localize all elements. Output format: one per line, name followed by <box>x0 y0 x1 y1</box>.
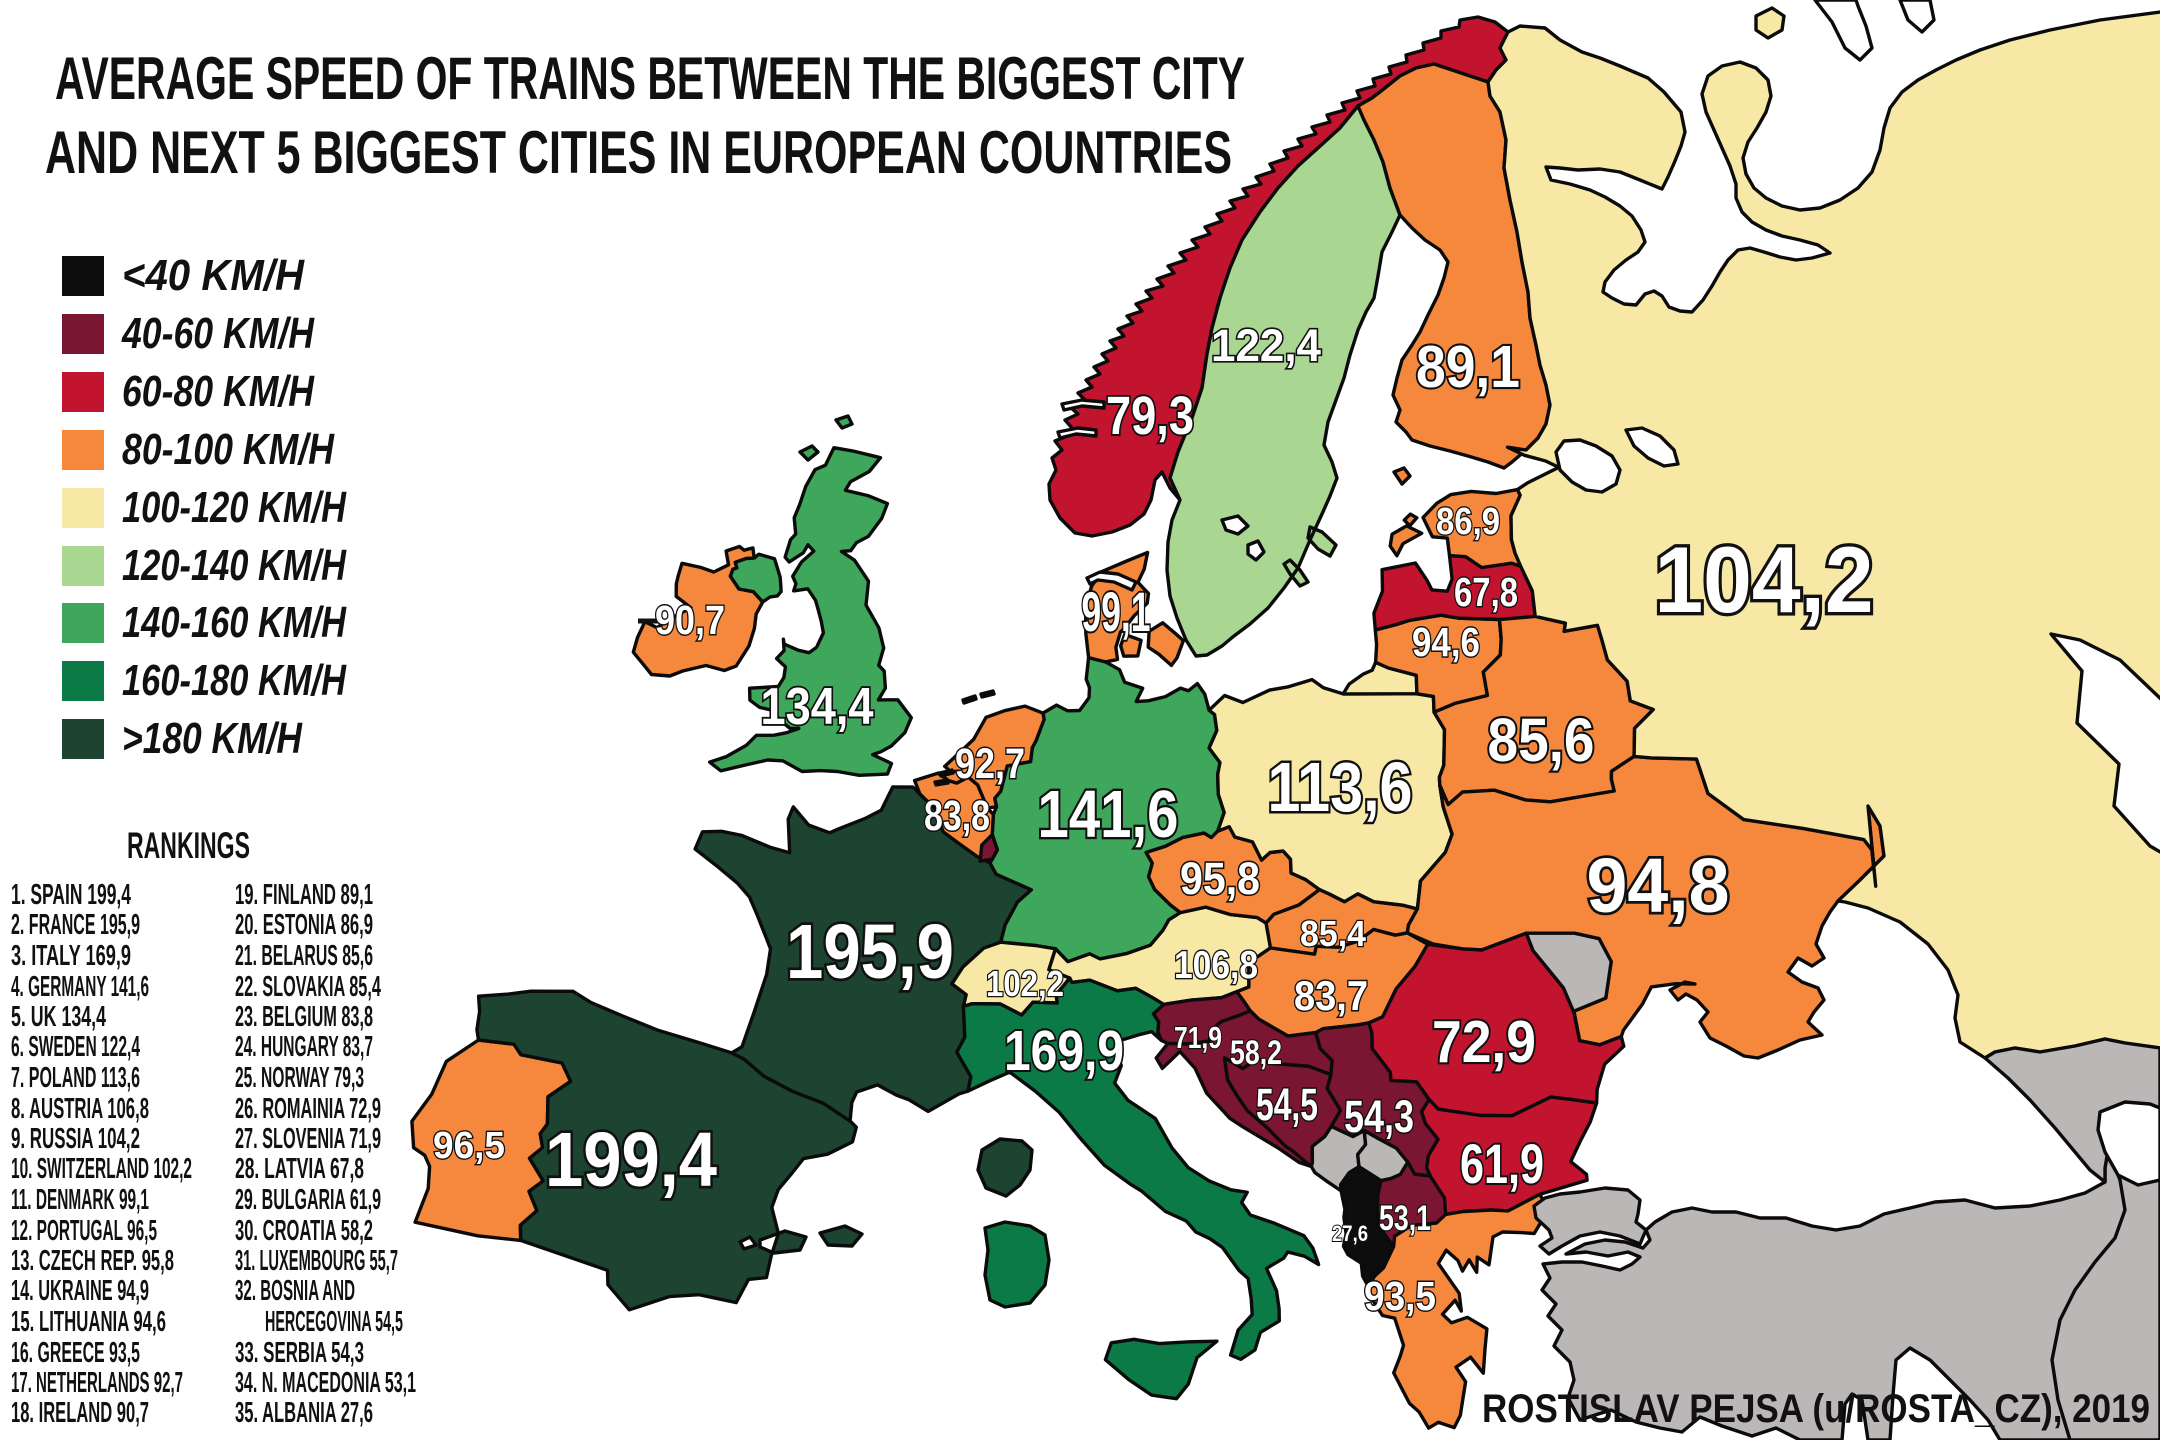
svg-text:35. ALBANIA 27,6: 35. ALBANIA 27,6 <box>235 1397 373 1429</box>
svg-text:113,6: 113,6 <box>1268 748 1413 826</box>
svg-text:90,7: 90,7 <box>655 597 725 643</box>
svg-text:24. HUNGARY 83,7: 24. HUNGARY 83,7 <box>235 1031 373 1063</box>
svg-text:6. SWEDEN 122,4: 6. SWEDEN 122,4 <box>11 1031 140 1063</box>
svg-text:23. BELGIUM 83,8: 23. BELGIUM 83,8 <box>235 1001 373 1033</box>
svg-text:18. IRELAND 90,7: 18. IRELAND 90,7 <box>11 1397 149 1429</box>
svg-text:72,9: 72,9 <box>1432 1009 1536 1075</box>
svg-text:34. N. MACEDONIA 53,1: 34. N. MACEDONIA 53,1 <box>235 1367 416 1399</box>
svg-text:89,1: 89,1 <box>1416 334 1520 400</box>
svg-text:9. RUSSIA 104,2: 9. RUSSIA 104,2 <box>11 1123 140 1155</box>
svg-text:94,8: 94,8 <box>1587 843 1730 929</box>
svg-text:60-80 KM/H: 60-80 KM/H <box>122 367 315 416</box>
svg-text:61,9: 61,9 <box>1460 1132 1544 1195</box>
svg-text:28. LATVIA 67,8: 28. LATVIA 67,8 <box>235 1153 364 1185</box>
svg-text:33. SERBIA 54,3: 33. SERBIA 54,3 <box>235 1337 364 1369</box>
svg-text:<40 KM/H: <40 KM/H <box>122 251 305 300</box>
svg-text:122,4: 122,4 <box>1211 320 1321 371</box>
svg-text:8. AUSTRIA 106,8: 8. AUSTRIA 106,8 <box>11 1093 149 1125</box>
svg-text:86,9: 86,9 <box>1436 501 1500 543</box>
svg-text:120-140 KM/H: 120-140 KM/H <box>122 541 347 590</box>
svg-text:58,2: 58,2 <box>1230 1034 1282 1072</box>
svg-text:53,1: 53,1 <box>1379 1199 1431 1238</box>
svg-text:27,6: 27,6 <box>1332 1221 1368 1246</box>
svg-text:199,4: 199,4 <box>545 1117 717 1203</box>
svg-text:140-160 KM/H: 140-160 KM/H <box>122 598 347 647</box>
svg-text:85,4: 85,4 <box>1300 913 1366 954</box>
svg-text:54,5: 54,5 <box>1256 1079 1318 1130</box>
svg-text:96,5: 96,5 <box>433 1125 505 1167</box>
svg-text:>180 KM/H: >180 KM/H <box>122 714 303 763</box>
svg-text:32. BOSNIA AND: 32. BOSNIA AND <box>235 1275 355 1307</box>
svg-text:25. NORWAY 79,3: 25. NORWAY 79,3 <box>235 1062 364 1094</box>
svg-text:ROSTISLAV PEJSA (u/ROSTA_CZ),: ROSTISLAV PEJSA (u/ROSTA_CZ), 2019 <box>1482 1387 2150 1431</box>
svg-text:4. GERMANY 141,6: 4. GERMANY 141,6 <box>11 971 149 1003</box>
svg-text:AND NEXT 5 BIGGEST CITIES IN E: AND NEXT 5 BIGGEST CITIES IN EUROPEAN CO… <box>45 119 1232 186</box>
svg-text:20. ESTONIA 86,9: 20. ESTONIA 86,9 <box>235 909 373 941</box>
svg-text:54,3: 54,3 <box>1344 1091 1414 1142</box>
svg-text:22. SLOVAKIA 85,4: 22. SLOVAKIA 85,4 <box>235 971 381 1003</box>
svg-text:11. DENMARK 99,1: 11. DENMARK 99,1 <box>11 1184 149 1216</box>
svg-text:80-100 KM/H: 80-100 KM/H <box>122 425 335 474</box>
svg-text:12. PORTUGAL 96,5: 12. PORTUGAL 96,5 <box>11 1215 157 1247</box>
svg-text:21. BELARUS 85,6: 21. BELARUS 85,6 <box>235 940 373 972</box>
svg-text:83,8: 83,8 <box>924 792 990 840</box>
svg-text:16. GREECE 93,5: 16. GREECE 93,5 <box>11 1337 140 1369</box>
svg-text:79,3: 79,3 <box>1106 386 1194 446</box>
svg-text:27. SLOVENIA 71,9: 27. SLOVENIA 71,9 <box>235 1123 381 1155</box>
svg-text:RANKINGS: RANKINGS <box>127 825 250 866</box>
svg-text:85,6: 85,6 <box>1488 706 1595 774</box>
svg-text:7. POLAND 113,6: 7. POLAND 113,6 <box>11 1062 140 1094</box>
svg-text:102,2: 102,2 <box>986 963 1064 1004</box>
svg-text:93,5: 93,5 <box>1364 1273 1436 1319</box>
svg-text:95,8: 95,8 <box>1180 853 1260 904</box>
svg-text:30. CROATIA 58,2: 30. CROATIA 58,2 <box>235 1215 373 1247</box>
svg-text:13. CZECH REP. 95,8: 13. CZECH REP. 95,8 <box>11 1245 174 1277</box>
svg-text:10. SWITZERLAND 102,2: 10. SWITZERLAND 102,2 <box>11 1153 192 1185</box>
svg-text:1. SPAIN 199,4: 1. SPAIN 199,4 <box>11 879 131 911</box>
svg-text:134,4: 134,4 <box>761 678 874 736</box>
svg-text:29. BULGARIA 61,9: 29. BULGARIA 61,9 <box>235 1184 381 1216</box>
svg-text:HERCEGOVINA 54,5: HERCEGOVINA 54,5 <box>265 1306 403 1338</box>
svg-text:17. NETHERLANDS 92,7: 17. NETHERLANDS 92,7 <box>11 1367 183 1399</box>
svg-text:106,8: 106,8 <box>1174 944 1258 987</box>
svg-text:92,7: 92,7 <box>955 740 1025 788</box>
svg-text:94,6: 94,6 <box>1412 619 1480 665</box>
svg-text:19. FINLAND 89,1: 19. FINLAND 89,1 <box>235 879 373 911</box>
svg-text:31. LUXEMBOURG 55,7: 31. LUXEMBOURG 55,7 <box>235 1245 398 1277</box>
svg-text:99,1: 99,1 <box>1082 580 1151 643</box>
svg-text:5. UK 134,4: 5. UK 134,4 <box>11 1001 106 1033</box>
svg-text:AVERAGE SPEED OF TRAINS BETWEE: AVERAGE SPEED OF TRAINS BETWEEN THE BIGG… <box>55 45 1245 112</box>
svg-text:169,9: 169,9 <box>1004 1019 1124 1083</box>
svg-text:3. ITALY 169,9: 3. ITALY 169,9 <box>11 940 131 972</box>
svg-text:67,8: 67,8 <box>1454 569 1518 615</box>
svg-text:71,9: 71,9 <box>1174 1020 1222 1055</box>
svg-text:100-120 KM/H: 100-120 KM/H <box>122 483 347 532</box>
svg-text:195,9: 195,9 <box>786 909 954 995</box>
svg-text:104,2: 104,2 <box>1655 527 1874 632</box>
svg-text:2. FRANCE 195,9: 2. FRANCE 195,9 <box>11 909 140 941</box>
svg-text:40-60 KM/H: 40-60 KM/H <box>121 309 315 358</box>
svg-text:14. UKRAINE 94,9: 14. UKRAINE 94,9 <box>11 1275 149 1307</box>
svg-text:83,7: 83,7 <box>1294 972 1368 1019</box>
svg-text:141,6: 141,6 <box>1038 777 1179 852</box>
svg-text:160-180 KM/H: 160-180 KM/H <box>122 656 347 705</box>
svg-text:15. LITHUANIA 94,6: 15. LITHUANIA 94,6 <box>11 1306 166 1338</box>
svg-text:26. ROMAINIA 72,9: 26. ROMAINIA 72,9 <box>235 1093 381 1125</box>
